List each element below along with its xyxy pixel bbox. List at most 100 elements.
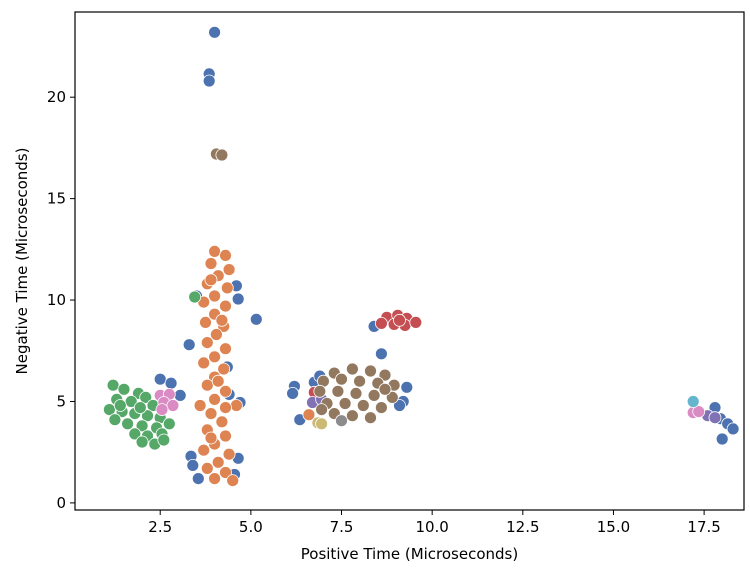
data-point xyxy=(204,431,218,445)
y-tick-label: 10 xyxy=(47,291,66,309)
data-point xyxy=(209,328,223,341)
data-point xyxy=(222,263,236,277)
data-point xyxy=(385,390,399,404)
data-point xyxy=(335,414,348,428)
data-point xyxy=(208,289,222,303)
data-point xyxy=(313,384,327,398)
series-cluster-7 xyxy=(311,416,329,431)
x-tick-label: 15.0 xyxy=(597,518,630,536)
data-point xyxy=(208,350,222,364)
data-point xyxy=(166,399,180,412)
y-axis: 0 5 10 15 20 xyxy=(47,88,75,512)
data-point xyxy=(121,417,134,431)
points-layer xyxy=(103,25,740,488)
x-tick-label: 2.5 xyxy=(148,518,172,536)
data-point xyxy=(108,413,122,427)
data-point xyxy=(286,386,300,400)
data-point xyxy=(409,315,423,329)
series-cluster-8 xyxy=(686,395,700,408)
x-tick-label: 10.0 xyxy=(415,518,448,536)
data-point xyxy=(400,380,414,394)
data-point xyxy=(353,374,367,388)
data-point xyxy=(186,458,200,472)
data-point xyxy=(367,388,381,402)
plot-frame xyxy=(74,11,745,511)
series-cluster-4 xyxy=(209,147,401,425)
y-tick-label: 0 xyxy=(56,494,66,512)
data-point xyxy=(356,399,370,412)
x-tick-label: 17.5 xyxy=(687,518,720,536)
x-tick-label: 5.0 xyxy=(239,518,263,536)
data-point xyxy=(302,408,316,422)
data-point xyxy=(335,372,348,386)
data-point xyxy=(345,409,359,423)
x-axis-label: Positive Time (Microseconds) xyxy=(301,545,518,563)
y-tick-label: 5 xyxy=(56,392,66,410)
data-point xyxy=(231,292,245,306)
x-tick-label: 7.5 xyxy=(330,518,354,536)
data-point xyxy=(345,362,359,376)
data-point xyxy=(182,338,196,352)
data-point xyxy=(191,472,205,486)
data-point xyxy=(106,378,120,392)
data-point xyxy=(364,411,377,425)
data-point xyxy=(692,405,706,419)
data-point xyxy=(141,409,154,423)
data-point xyxy=(208,392,222,406)
x-axis: 2.5 5.0 7.5 10.0 12.5 15.0 17.5 xyxy=(148,510,721,536)
data-point xyxy=(204,407,218,421)
data-point xyxy=(113,399,127,412)
data-point xyxy=(315,403,329,417)
data-point xyxy=(157,433,171,447)
y-axis-label: Negative Time (Microseconds) xyxy=(13,148,31,375)
data-point xyxy=(188,290,202,304)
data-point xyxy=(164,376,178,390)
series-cluster-1 xyxy=(103,290,202,451)
data-point xyxy=(197,443,211,457)
data-point xyxy=(193,399,207,412)
series-cluster-2 xyxy=(307,308,423,399)
data-point xyxy=(715,432,729,446)
data-point xyxy=(374,347,388,361)
data-point xyxy=(211,374,225,388)
data-point xyxy=(133,401,147,415)
data-point xyxy=(364,364,377,378)
data-point xyxy=(315,417,329,431)
data-point xyxy=(197,356,211,370)
data-point xyxy=(200,461,214,475)
series-cluster-5 xyxy=(153,387,706,420)
data-point xyxy=(374,401,388,415)
series-cluster-orange-small xyxy=(302,408,316,422)
data-point xyxy=(686,395,700,408)
data-point xyxy=(726,422,740,436)
data-point xyxy=(222,447,236,461)
data-point xyxy=(393,313,406,327)
data-point xyxy=(117,382,131,396)
series-cluster-6 xyxy=(335,414,348,428)
data-point xyxy=(211,455,225,469)
data-point xyxy=(219,429,232,443)
data-point xyxy=(226,474,240,488)
data-point xyxy=(208,244,222,258)
data-point xyxy=(331,384,345,398)
data-point xyxy=(215,148,229,162)
data-point xyxy=(338,397,352,410)
data-point xyxy=(202,74,216,88)
data-point xyxy=(204,257,218,270)
data-point xyxy=(200,378,214,392)
data-point xyxy=(208,472,222,486)
series-cluster-0 xyxy=(193,244,243,488)
data-point xyxy=(249,312,263,326)
data-point xyxy=(155,403,169,417)
data-point xyxy=(219,342,232,356)
data-point xyxy=(153,372,167,386)
data-point xyxy=(135,435,149,449)
data-point xyxy=(139,390,153,404)
data-point xyxy=(378,368,392,382)
data-point xyxy=(378,382,392,396)
data-point xyxy=(220,281,234,295)
data-point xyxy=(199,315,212,329)
data-point xyxy=(173,388,187,402)
data-point xyxy=(135,419,149,433)
